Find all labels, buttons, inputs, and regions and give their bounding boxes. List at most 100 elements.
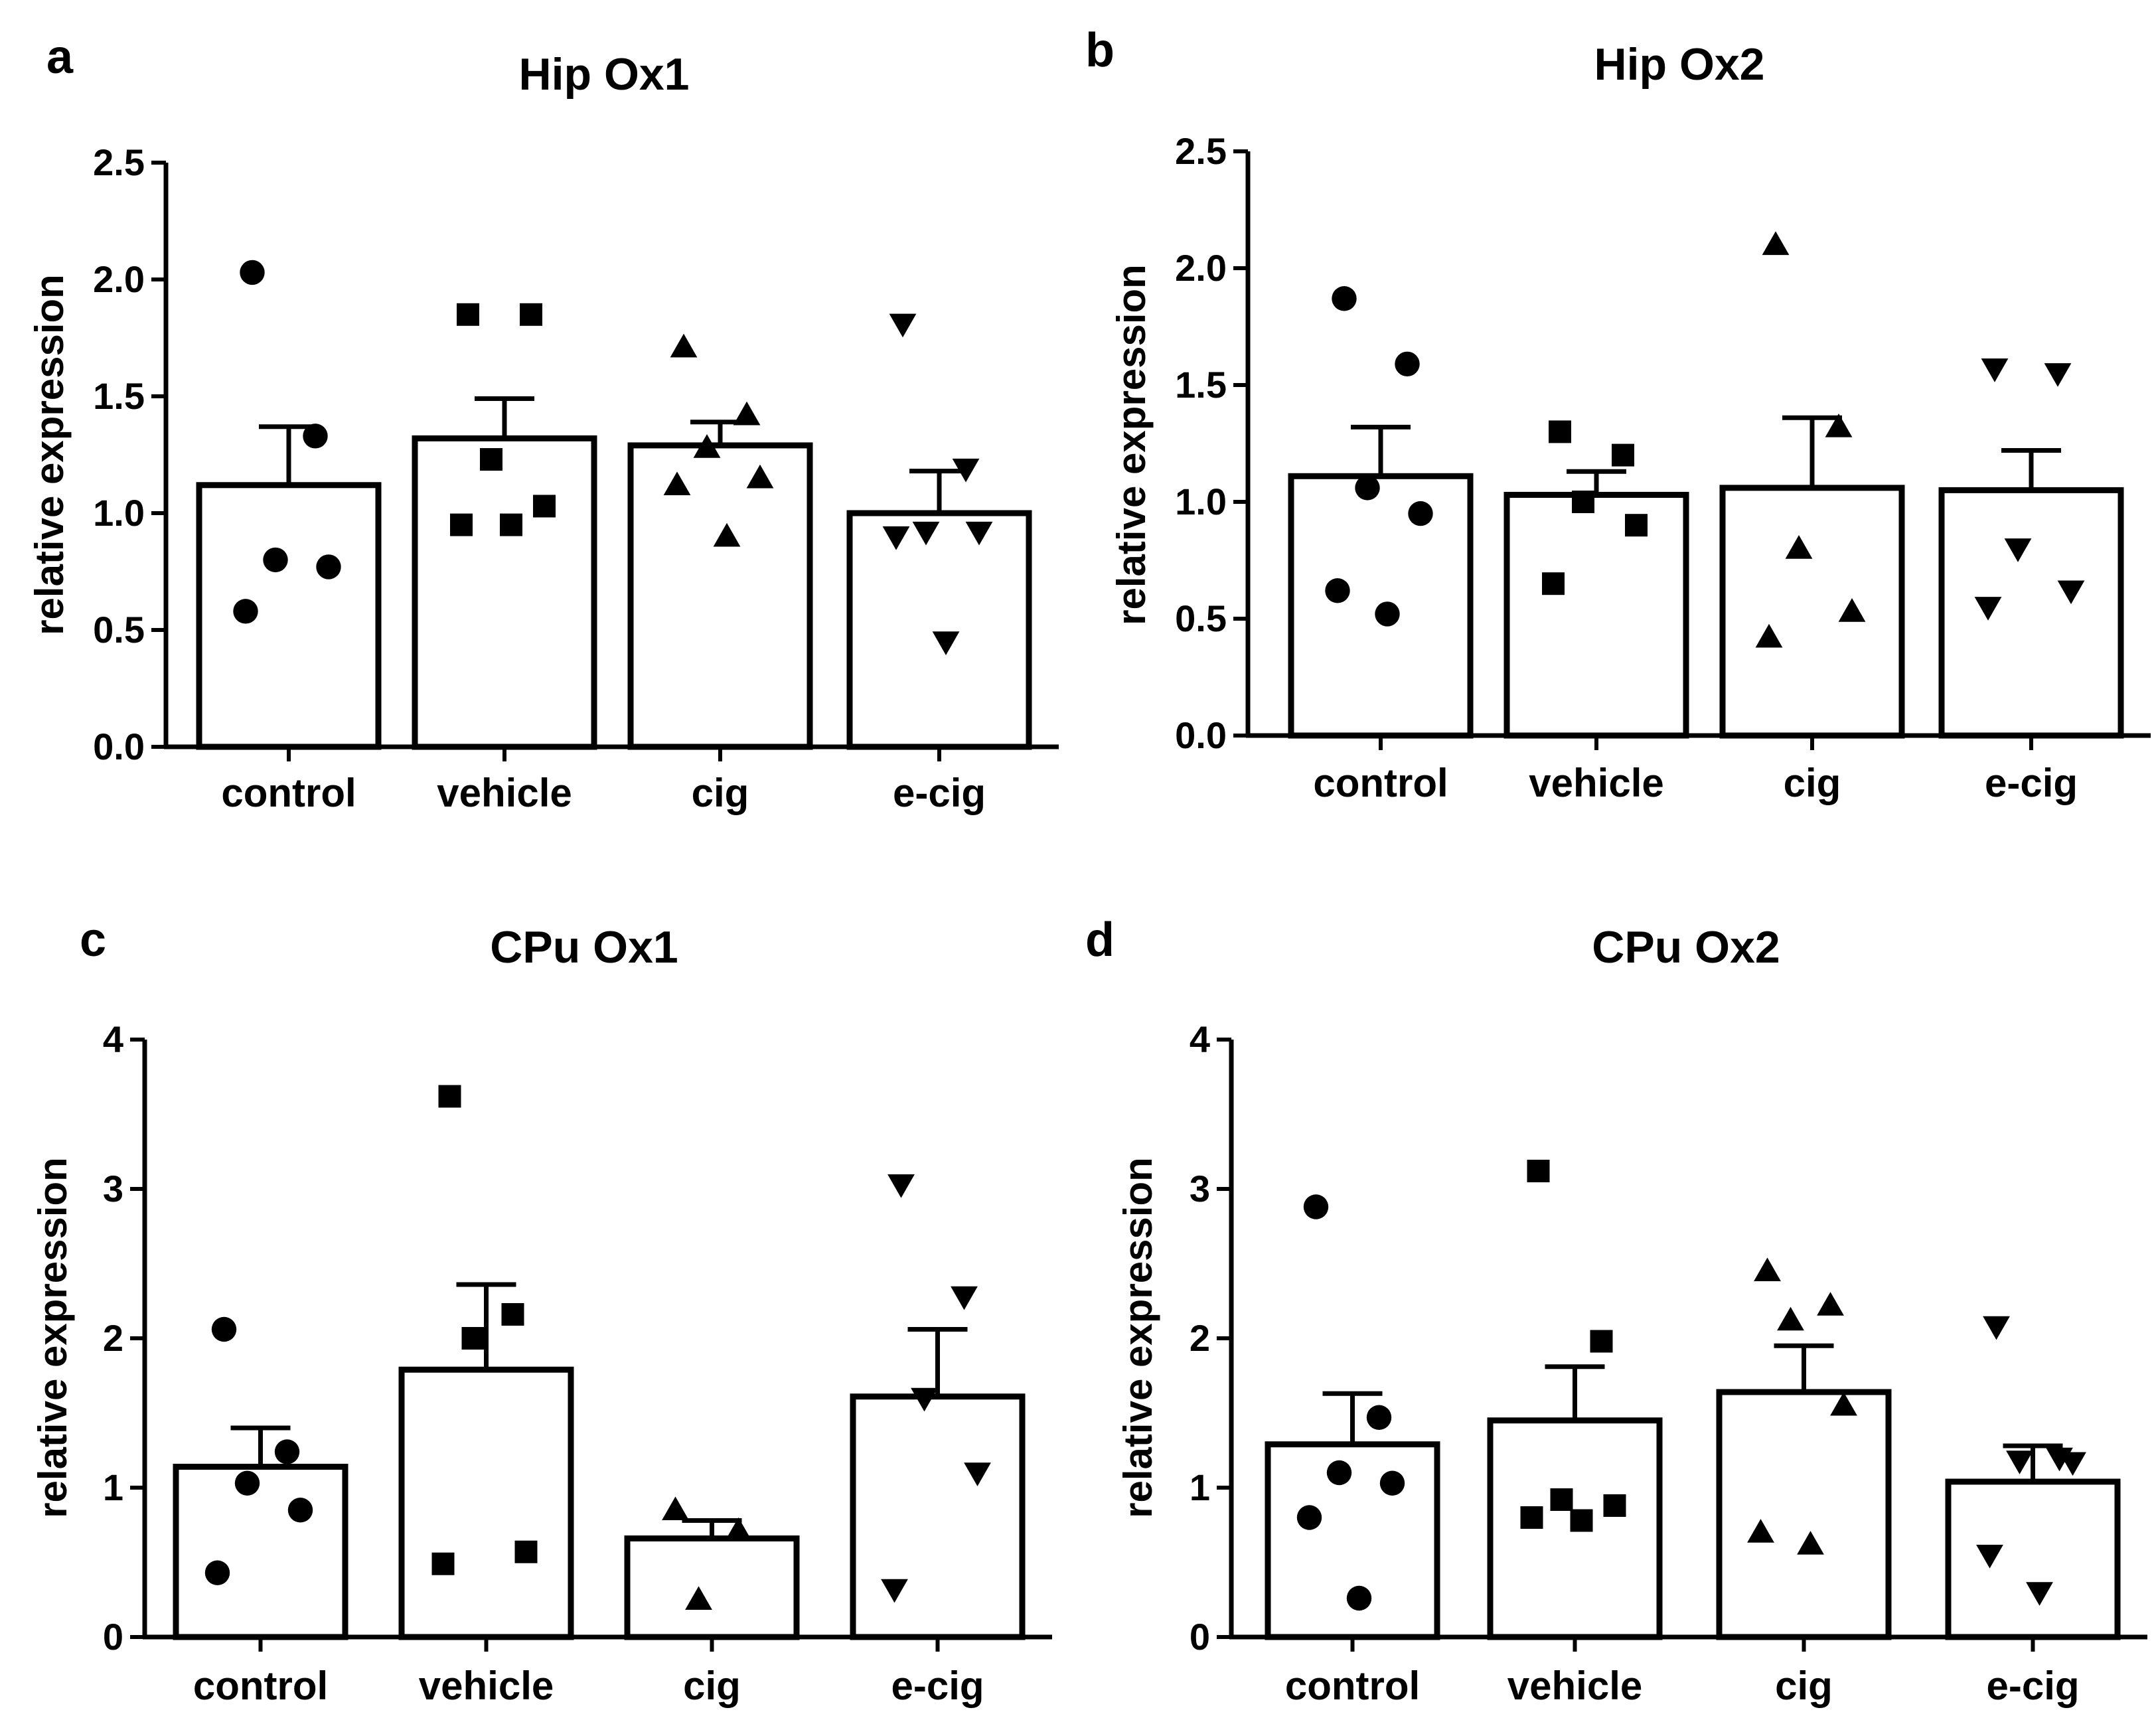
- data-point-cig: [1817, 1292, 1844, 1316]
- data-point-cig: [746, 464, 774, 489]
- y-tick-label: 1: [1190, 1466, 1210, 1508]
- x-tick-label: control: [1285, 1664, 1420, 1708]
- data-point-vehicle: [461, 1327, 485, 1350]
- data-point-e-cig: [932, 631, 960, 655]
- data-point-cig: [1785, 535, 1813, 559]
- data-point-e-cig: [2059, 1452, 2086, 1476]
- chart-panel-b: b Hip Ox2 relative expression 0.0 0.5 1.0 1.5 2…: [1085, 24, 2151, 805]
- data-point-control: [274, 1439, 300, 1464]
- chart-panel-c: c CPu Ox1 relative expression 0 1 2 3 4 control v…: [31, 913, 1052, 1708]
- data-point-cig: [685, 1586, 712, 1610]
- bar-control: [173, 1464, 348, 1640]
- data-point-vehicle: [500, 513, 522, 536]
- data-point-e-cig: [952, 458, 980, 483]
- panel-letter: c: [80, 913, 106, 967]
- data-point-cig: [1777, 1306, 1804, 1331]
- y-tick-label: 0: [1190, 1616, 1210, 1658]
- data-point-vehicle: [457, 303, 479, 326]
- y-axis-label: relative expression: [1116, 1157, 1160, 1518]
- data-point-cig: [733, 401, 761, 426]
- data-point-cig: [670, 333, 698, 358]
- data-point-cig: [1838, 598, 1866, 622]
- chart-title: CPu Ox2: [1592, 922, 1780, 973]
- data-point-vehicle: [1590, 1330, 1613, 1353]
- data-point-control: [211, 1316, 237, 1342]
- bar-vehicle: [1487, 1417, 1663, 1640]
- panel-letter: d: [1085, 913, 1115, 967]
- data-point-vehicle: [1612, 443, 1634, 467]
- data-point-vehicle: [1549, 420, 1571, 443]
- data-point-cig: [1747, 1519, 1774, 1543]
- bar-e-cig: [1938, 487, 2124, 739]
- data-point-vehicle: [501, 1303, 524, 1326]
- data-point-control: [1296, 1505, 1322, 1530]
- x-tick-label: vehicle: [1507, 1664, 1642, 1708]
- data-point-control: [316, 554, 341, 580]
- data-point-control: [204, 1560, 230, 1585]
- bar-vehicle: [1503, 491, 1689, 739]
- bar-control: [1265, 1441, 1440, 1640]
- data-point-control: [287, 1498, 313, 1523]
- data-point-control: [1325, 578, 1350, 603]
- panel-letter: b: [1085, 24, 1115, 77]
- data-point-control: [1326, 1460, 1352, 1486]
- y-tick-label: 4: [103, 1018, 123, 1060]
- x-tick-label: vehicle: [419, 1664, 554, 1708]
- data-point-e-cig: [887, 1174, 915, 1198]
- y-tick-label: 2: [1190, 1317, 1210, 1359]
- data-point-e-cig: [1981, 358, 2009, 382]
- data-point-e-cig: [2057, 580, 2085, 605]
- data-point-e-cig: [1974, 597, 2002, 621]
- y-axis-label: relative expression: [27, 274, 72, 635]
- x-tick-label: cig: [683, 1664, 741, 1708]
- y-tick-label: 1.5: [93, 375, 145, 417]
- bar-control: [1288, 473, 1474, 739]
- data-point-vehicle: [1570, 1509, 1593, 1532]
- data-point-vehicle: [438, 1085, 461, 1108]
- y-tick-label: 0.5: [1175, 597, 1227, 639]
- x-tick-label: vehicle: [1529, 761, 1663, 805]
- data-point-e-cig: [2044, 363, 2072, 387]
- chart-title: Hip Ox2: [1594, 39, 1765, 90]
- bar-vehicle: [398, 1366, 574, 1640]
- y-tick-label: 0.5: [93, 609, 145, 651]
- data-point-cig: [1762, 231, 1790, 256]
- y-axis-label: relative expression: [1109, 264, 1154, 625]
- chart-panel-a: a Hip Ox1 relative expression 0.0 0.5 1.0 1.5 2…: [27, 31, 1059, 815]
- data-point-control: [1366, 1405, 1392, 1430]
- y-tick-label: 2.0: [93, 258, 145, 300]
- data-point-cig: [662, 1496, 689, 1521]
- data-point-cig: [1754, 1257, 1781, 1282]
- data-point-control: [1303, 1194, 1329, 1219]
- y-tick-label: 2.0: [1175, 247, 1227, 289]
- data-point-cig: [1755, 623, 1783, 648]
- data-point-vehicle: [1603, 1494, 1626, 1517]
- data-point-vehicle: [1520, 1506, 1543, 1529]
- x-tick-label: e-cig: [893, 771, 986, 815]
- x-tick-label: e-cig: [1986, 1664, 2079, 1708]
- data-point-cig: [1830, 1391, 1857, 1416]
- data-point-vehicle: [480, 448, 502, 471]
- data-point-e-cig: [1976, 1544, 2003, 1569]
- data-point-e-cig: [964, 1462, 991, 1486]
- data-point-control: [1395, 351, 1420, 377]
- bar-cig: [627, 442, 813, 750]
- bar-vehicle: [412, 435, 597, 750]
- data-point-vehicle: [520, 303, 542, 326]
- chart-title: CPu Ox1: [490, 922, 678, 973]
- x-tick-label: cig: [692, 771, 749, 815]
- data-point-cig: [1825, 413, 1853, 437]
- data-point-vehicle: [1572, 491, 1594, 513]
- x-tick-label: e-cig: [1985, 761, 2078, 805]
- data-point-vehicle: [1542, 572, 1565, 595]
- bar-cig: [1719, 485, 1905, 739]
- x-tick-label: control: [193, 1664, 328, 1708]
- y-tick-label: 0.0: [93, 726, 145, 767]
- data-point-vehicle: [514, 1540, 538, 1563]
- data-point-e-cig: [912, 521, 940, 546]
- panel-letter: a: [46, 31, 74, 84]
- x-tick-label: cig: [1784, 761, 1841, 805]
- bar-cig: [1716, 1389, 1892, 1640]
- y-tick-label: 4: [1190, 1018, 1210, 1060]
